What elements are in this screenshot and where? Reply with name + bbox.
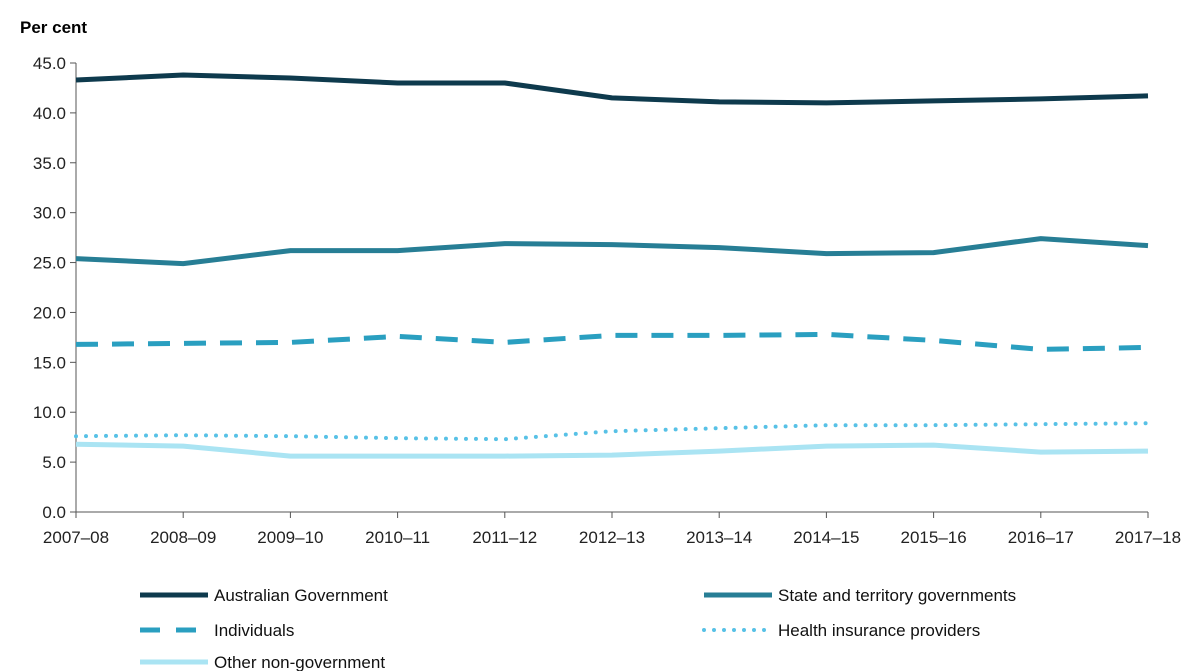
x-tick-label: 2013–14 <box>686 528 752 547</box>
legend-label-0: Australian Government <box>214 586 388 605</box>
x-tick-label: 2012–13 <box>579 528 645 547</box>
y-tick-label: 45.0 <box>33 54 66 73</box>
y-tick-label: 15.0 <box>33 353 66 372</box>
series-lines <box>74 72 1150 459</box>
y-axis-label: Per cent <box>20 18 87 37</box>
legend-label-4: Other non-government <box>214 653 385 671</box>
series-line-1 <box>75 236 1149 267</box>
x-tick-label: 2009–10 <box>257 528 323 547</box>
x-tick-label: 2011–12 <box>472 528 537 547</box>
series-line-4 <box>75 441 1149 459</box>
series-line-0 <box>75 72 1149 106</box>
legend-label-1: State and territory governments <box>778 586 1016 605</box>
y-tick-label: 35.0 <box>33 154 66 173</box>
series-line-3 <box>74 421 1150 442</box>
y-axis: 0.0 5.0 10.0 15.0 20.0 25.0 30.0 35.0 40.0 45.0 <box>33 54 77 522</box>
series-line-2 <box>75 331 1149 352</box>
legend-label-2: Individuals <box>214 621 294 640</box>
y-tick-label: 10.0 <box>33 403 66 422</box>
legend: Australian Government State and territory… <box>140 586 1016 671</box>
y-tick-label: 0.0 <box>42 503 66 522</box>
x-axis: 2007–08 2008–09 2009–10 2010–11 2011–12 2012–… <box>43 511 1181 547</box>
x-tick-label: 2014–15 <box>793 528 859 547</box>
y-tick-label: 30.0 <box>33 204 66 223</box>
x-tick-label: 2007–08 <box>43 528 109 547</box>
legend-label-3: Health insurance providers <box>778 621 980 640</box>
y-tick-label: 40.0 <box>33 104 66 123</box>
y-tick-label: 20.0 <box>33 303 66 322</box>
x-tick-label: 2008–09 <box>150 528 216 547</box>
x-tick-label: 2017–18 <box>1115 528 1181 547</box>
y-tick-label: 5.0 <box>42 453 66 472</box>
x-tick-label: 2010–11 <box>365 528 430 547</box>
y-tick-label: 25.0 <box>33 254 66 273</box>
x-tick-label: 2015–16 <box>901 528 967 547</box>
x-tick-label: 2016–17 <box>1008 528 1074 547</box>
